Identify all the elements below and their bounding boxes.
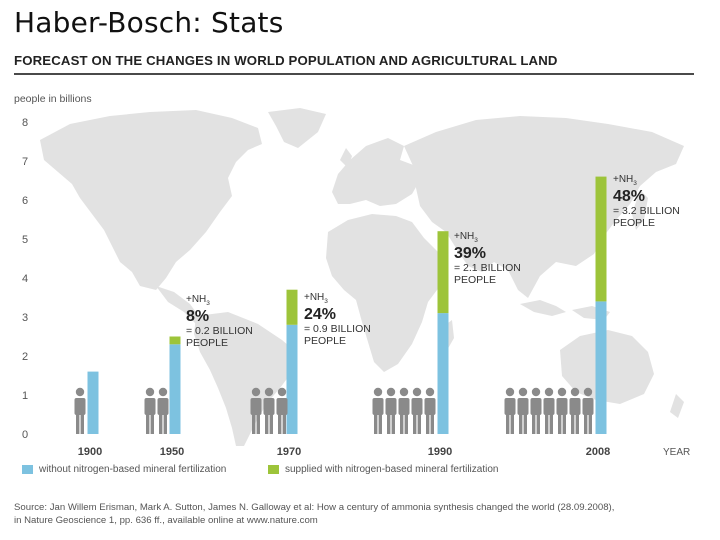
bar-1970-with [286,289,298,325]
x-tick-1950: 1950 [160,446,184,458]
bar-1970-without [286,324,298,434]
person-icon [276,387,288,434]
annotation-people: PEOPLE [613,217,655,229]
source-line-1: Source: Jan Willem Erisman, Mark A. Sutt… [14,502,615,513]
annotation-billion: = 3.2 BILLION [613,205,680,217]
legend-swatch-without [22,465,33,474]
world-map-background [40,108,684,446]
x-tick-2008: 2008 [586,446,610,458]
person-icon [157,387,169,434]
annotation-people: PEOPLE [454,274,496,286]
person-icon [411,387,423,434]
source-citation: Source: Jan Willem Erisman, Mark A. Sutt… [14,502,704,527]
annotation-nh3: +NH3 [613,174,637,187]
bar-1950-with [169,336,181,345]
y-axis-label: people in billions [14,93,92,105]
legend-without: without nitrogen-based mineral fertiliza… [22,464,226,475]
legend-label-without: without nitrogen-based mineral fertiliza… [39,464,227,475]
annotation-percent: 39% [454,245,486,262]
person-icon [372,387,384,434]
person-icon [250,387,262,434]
person-icon [144,387,156,434]
bars [87,176,607,434]
chart-title: FORECAST ON THE CHANGES IN WORLD POPULAT… [14,53,558,68]
person-icon [398,387,410,434]
person-icon [424,387,436,434]
annotation-people: PEOPLE [304,335,346,347]
annotation-percent: 48% [613,188,645,205]
annotation-nh3: +NH3 [454,231,478,244]
annotation-people: PEOPLE [186,337,228,349]
source-line-2: in Nature Geoscience 1, pp. 636 ff., ava… [14,514,318,526]
annotation-billion: = 0.9 BILLION [304,323,371,335]
y-axis: people in billions 0 1 2 3 4 5 6 7 8 [14,93,92,441]
y-tick-3: 3 [22,312,28,324]
x-axis: 1900 1950 1970 1990 2008 YEAR [78,446,690,458]
person-icon [385,387,397,434]
people-icons [74,387,594,434]
bar-1990-with [437,231,449,314]
bar-1950-without [169,344,181,434]
person-icon [74,387,86,434]
person-icon [582,387,594,434]
bar-1900-without [87,371,99,434]
person-icon [556,387,568,434]
legend-with: supplied with nitrogen-based mineral fer… [268,464,498,475]
y-tick-1: 1 [22,390,28,402]
y-tick-4: 4 [22,273,28,285]
y-tick-2: 2 [22,351,28,363]
slide-title: Haber-Bosch: Stats [14,6,284,39]
annotation-nh3: +NH3 [304,292,328,305]
x-axis-label: YEAR [663,447,690,458]
legend-swatch-with [268,465,279,474]
person-icon [530,387,542,434]
person-icon [569,387,581,434]
title-divider [14,73,694,75]
annotation-percent: 24% [304,306,336,323]
y-tick-5: 5 [22,234,28,246]
x-tick-1990: 1990 [428,446,452,458]
annotation-billion: = 2.1 BILLION [454,262,521,274]
bar-1990-without [437,313,449,434]
x-tick-1900: 1900 [78,446,102,458]
y-tick-0: 0 [22,429,28,441]
annotation-nh3: +NH3 [186,294,210,307]
bar-2008-with [595,176,607,302]
annotation-percent: 8% [186,308,209,325]
y-tick-7: 7 [22,156,28,168]
person-icon [543,387,555,434]
person-icon [504,387,516,434]
y-tick-6: 6 [22,195,28,207]
y-tick-8: 8 [22,117,28,129]
annotation-billion: = 0.2 BILLION [186,325,253,337]
person-icon [517,387,529,434]
bar-2008-without [595,301,607,434]
legend-label-with: supplied with nitrogen-based mineral fer… [285,464,499,475]
x-tick-1970: 1970 [277,446,301,458]
person-icon [263,387,275,434]
